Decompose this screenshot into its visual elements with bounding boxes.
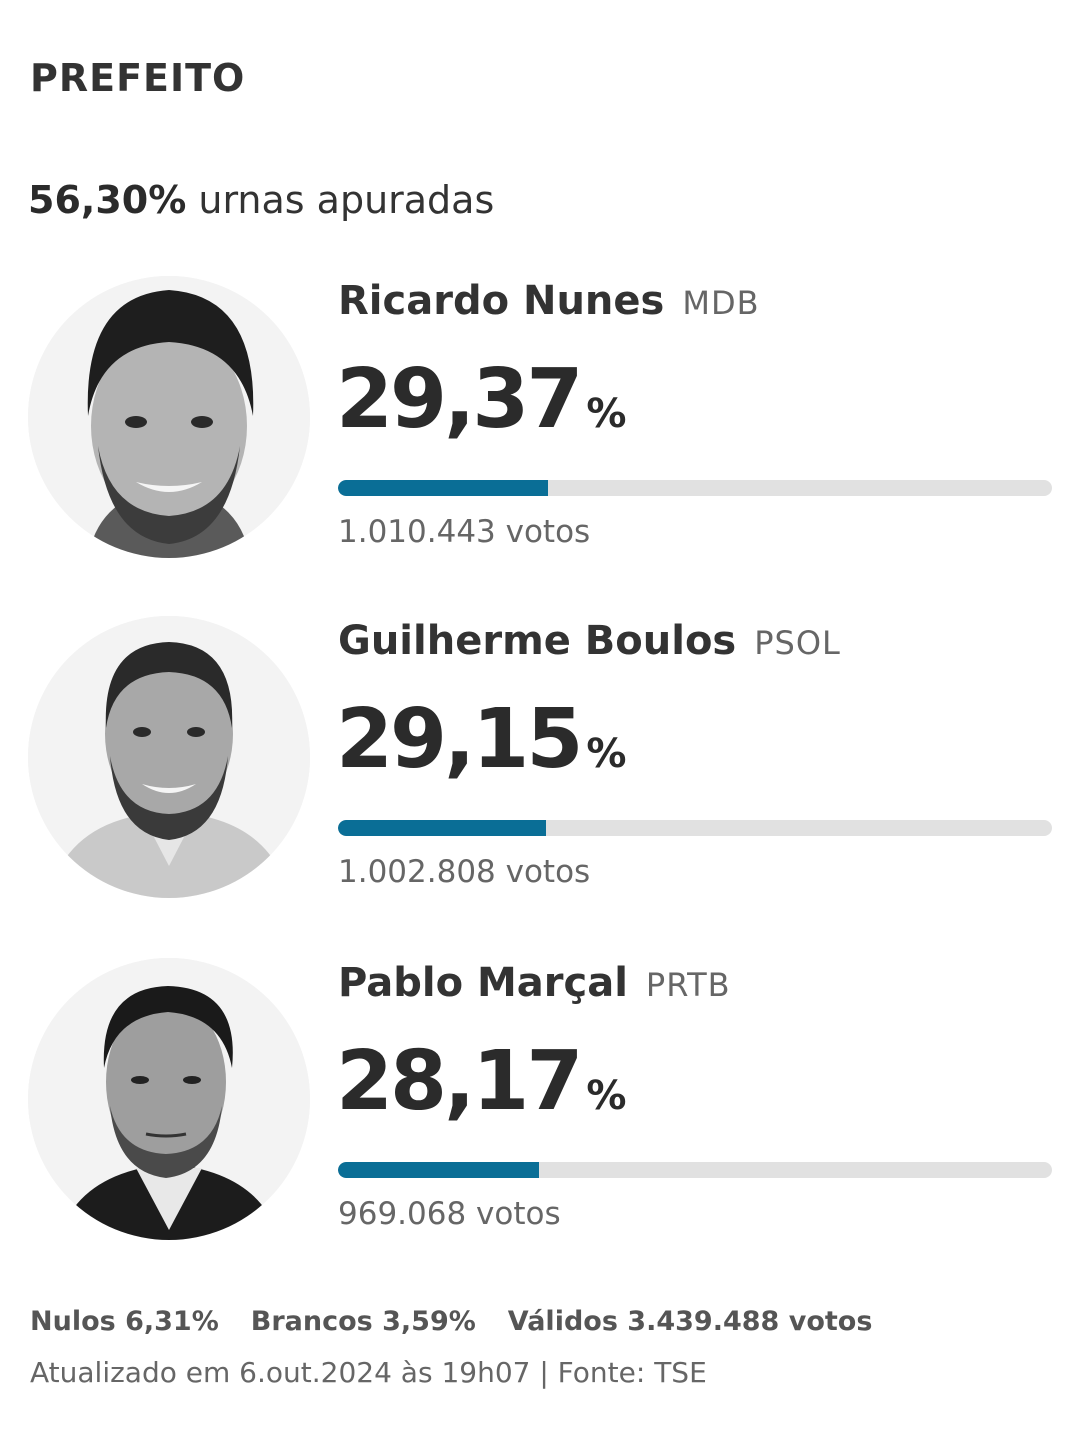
candidate-photo bbox=[28, 958, 310, 1240]
candidate-party: PSOL bbox=[754, 624, 841, 662]
blank-votes: Brancos 3,59% bbox=[250, 1306, 476, 1337]
candidate-percentage: 29,15% bbox=[336, 692, 626, 787]
candidate-name: Pablo Marçal bbox=[338, 960, 628, 1006]
update-source-note: Atualizado em 6.out.2024 às 19h07 | Font… bbox=[30, 1356, 707, 1389]
percent-value: 29,15 bbox=[336, 692, 583, 787]
candidate-photo bbox=[28, 616, 310, 898]
percent-value: 28,17 bbox=[336, 1034, 583, 1129]
null-votes: Nulos 6,31% bbox=[30, 1306, 219, 1337]
percent-value: 29,37 bbox=[336, 352, 583, 447]
office-title: PREFEITO bbox=[30, 56, 246, 100]
portrait-image bbox=[28, 276, 310, 558]
portrait-image bbox=[28, 616, 310, 898]
percent-symbol: % bbox=[586, 1073, 627, 1119]
vote-share-bar bbox=[338, 480, 1052, 496]
vote-count: 1.002.808 votos bbox=[338, 854, 591, 890]
vote-share-bar bbox=[338, 1162, 1052, 1178]
vote-summary: Nulos 6,31% Brancos 3,59% Válidos 3.439.48… bbox=[30, 1306, 872, 1337]
candidate-card: Ricardo Nunes MDB 29,37% 1.010.443 votos bbox=[0, 276, 1079, 566]
candidate-header: Pablo Marçal PRTB bbox=[338, 960, 731, 1006]
candidate-photo bbox=[28, 276, 310, 558]
candidate-card: Guilherme Boulos PSOL 29,15% 1.002.808 vo… bbox=[0, 616, 1079, 906]
candidate-card: Pablo Marçal PRTB 28,17% 969.068 votos bbox=[0, 958, 1079, 1248]
candidate-name: Guilherme Boulos bbox=[338, 618, 737, 664]
vote-share-fill bbox=[338, 820, 547, 836]
vote-share-fill bbox=[338, 1162, 540, 1178]
candidate-header: Ricardo Nunes MDB bbox=[338, 278, 760, 324]
vote-share-fill bbox=[338, 480, 548, 496]
candidate-party: PRTB bbox=[645, 966, 731, 1004]
portrait-image bbox=[28, 958, 310, 1240]
candidate-header: Guilherme Boulos PSOL bbox=[338, 618, 841, 664]
vote-count: 1.010.443 votos bbox=[338, 514, 591, 550]
counted-percent: 56,30% bbox=[28, 178, 187, 222]
counted-ballots: 56,30% urnas apuradas bbox=[28, 178, 494, 222]
vote-share-bar bbox=[338, 820, 1052, 836]
candidate-percentage: 29,37% bbox=[336, 352, 626, 447]
candidate-percentage: 28,17% bbox=[336, 1034, 626, 1129]
candidate-name: Ricardo Nunes bbox=[338, 278, 665, 324]
counted-label: urnas apuradas bbox=[198, 178, 495, 222]
valid-votes: Válidos 3.439.488 votos bbox=[507, 1306, 873, 1337]
percent-symbol: % bbox=[586, 391, 627, 437]
candidate-party: MDB bbox=[682, 284, 760, 322]
vote-count: 969.068 votos bbox=[338, 1196, 561, 1232]
percent-symbol: % bbox=[586, 731, 627, 777]
